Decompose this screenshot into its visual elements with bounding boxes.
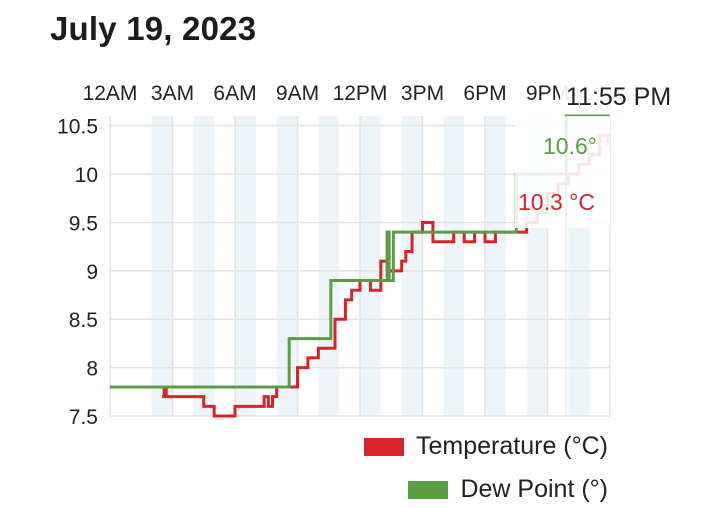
hover-tooltip: 11:55 PM 10.6° 10.3 °C: [515, 78, 690, 416]
hour-band: [443, 116, 465, 416]
legend-item-dew-point[interactable]: Dew Point (°): [408, 475, 608, 504]
x-tick-label: 6AM: [213, 82, 256, 105]
hour-band: [360, 116, 381, 416]
x-tick-label: 9AM: [276, 82, 319, 105]
x-tick-label: 12AM: [83, 82, 138, 105]
x-tick-label: 6PM: [463, 82, 506, 105]
legend-item-temperature[interactable]: Temperature (°C): [364, 432, 608, 461]
y-axis-tick-labels: 10.5 10 9.5 9 8.5 8 7.5: [57, 116, 98, 429]
hour-band: [485, 116, 506, 416]
hour-band: [193, 116, 215, 416]
y-tick-label: 10: [75, 164, 98, 187]
legend-label-temperature: Temperature (°C): [416, 432, 608, 460]
tooltip-temperature-value: 10.3 °C: [518, 189, 595, 215]
x-tick-label: 12PM: [333, 82, 388, 105]
legend-swatch-dew-point: [408, 480, 449, 499]
hour-band: [318, 116, 340, 416]
x-tick-label: 3PM: [401, 82, 444, 105]
hour-band: [401, 116, 423, 416]
tooltip-time-backdrop: [560, 78, 690, 114]
hour-band: [235, 116, 256, 416]
y-tick-label: 8.5: [69, 309, 98, 332]
x-tick-label: 3AM: [151, 82, 194, 105]
y-tick-label: 7.5: [69, 406, 98, 429]
tooltip-backdrop: [515, 116, 610, 228]
legend-swatch-temperature: [364, 437, 404, 456]
grid-lines: [109, 116, 611, 417]
tooltip-dew-point-value: 10.6°: [543, 133, 597, 159]
y-tick-label: 10.5: [57, 116, 98, 139]
legend: Temperature (°C) Dew Point (°): [364, 432, 608, 504]
legend-label-dew-point: Dew Point (°): [460, 475, 608, 503]
x-tick-label: 9PM: [526, 82, 569, 105]
hour-band: [151, 116, 173, 416]
hour-band: [276, 116, 298, 416]
y-tick-label: 8: [86, 358, 98, 381]
y-tick-label: 9: [86, 261, 98, 284]
x-axis-tick-labels: 12AM3AM6AM9AM12PM3PM6PM9PM12AM: [83, 82, 638, 105]
tooltip-time: 11:55 PM: [566, 83, 671, 111]
page-title: July 19, 2023: [50, 10, 257, 47]
y-tick-label: 9.5: [69, 212, 98, 235]
